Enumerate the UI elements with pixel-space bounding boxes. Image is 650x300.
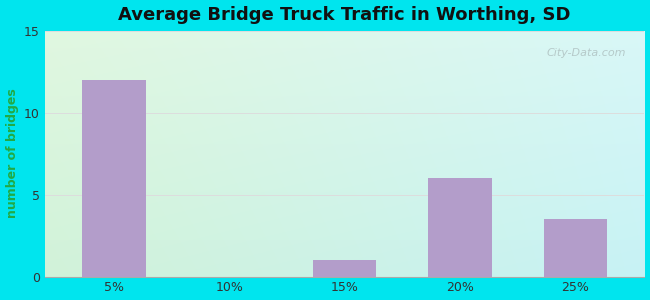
Bar (83, 80, 146, 277)
Bar (543, 219, 607, 277)
Bar (428, 178, 491, 277)
Title: Average Bridge Truck Traffic in Worthing, SD: Average Bridge Truck Traffic in Worthing… (118, 6, 571, 24)
Bar (313, 260, 376, 277)
Text: City-Data.com: City-Data.com (547, 48, 627, 58)
Y-axis label: number of bridges: number of bridges (6, 89, 19, 218)
